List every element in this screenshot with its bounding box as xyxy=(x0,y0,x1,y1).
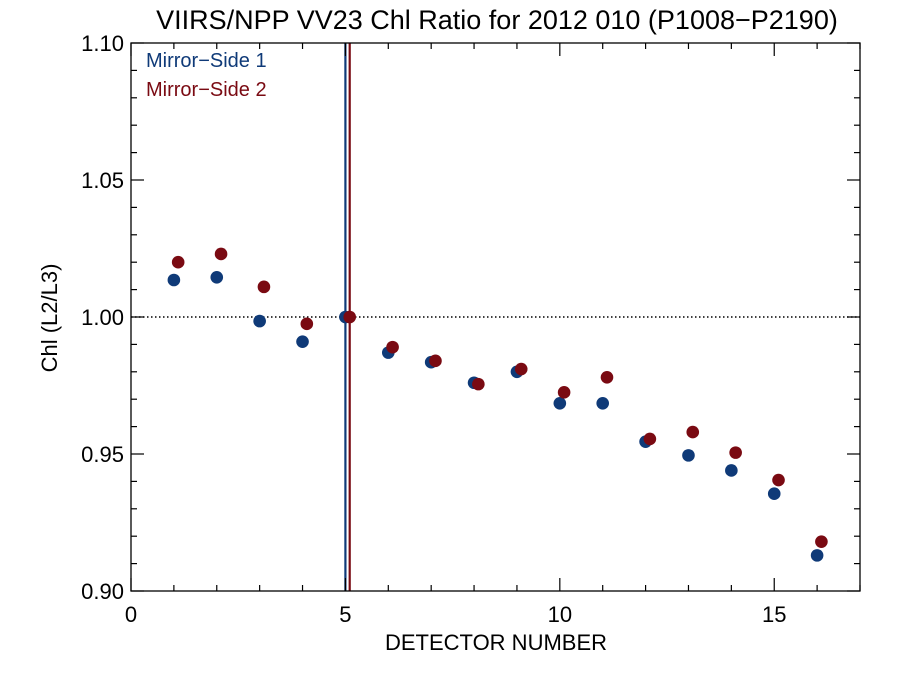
series-2-point xyxy=(429,354,442,368)
y-tick-label: 1.10 xyxy=(81,31,124,56)
series-2-point xyxy=(686,425,700,439)
legend-entry-series-1: Mirror−Side 1 xyxy=(146,50,267,72)
y-tick-label: 0.90 xyxy=(81,579,124,604)
y-tick-label: 0.95 xyxy=(81,442,124,467)
series-2-point xyxy=(729,446,742,459)
series-2-point xyxy=(514,362,528,376)
series-2-point xyxy=(257,280,271,294)
y-axis-title: Chl (L2/L3) xyxy=(37,264,62,373)
series-2-point xyxy=(557,386,571,399)
series-1-point xyxy=(767,487,781,501)
series-2-point xyxy=(472,377,485,391)
x-tick-label: 0 xyxy=(125,602,137,627)
plot-area xyxy=(131,43,860,591)
series-2-point xyxy=(772,473,785,487)
chart-title: VIIRS/NPP VV23 Chl Ratio for 2012 010 (P… xyxy=(156,5,838,35)
series-2-point xyxy=(171,255,185,269)
series-1-point xyxy=(253,314,266,328)
series-2-point xyxy=(815,535,828,548)
legend-entry-series-2: Mirror−Side 2 xyxy=(146,79,267,101)
series-2-point xyxy=(214,247,228,261)
x-axis-title: DETECTOR NUMBER xyxy=(385,630,607,655)
series-2-point xyxy=(600,370,614,384)
x-tick-label: 5 xyxy=(339,602,351,627)
series-2-point xyxy=(343,310,357,324)
legend: Mirror−Side 1 Mirror−Side 2 xyxy=(146,50,267,101)
series-1-point xyxy=(167,273,181,287)
series-1-point xyxy=(725,464,738,477)
y-tick-label: 1.00 xyxy=(81,305,124,330)
series-2-point xyxy=(386,340,399,354)
x-tick-label: 15 xyxy=(762,602,786,627)
series-1-point xyxy=(296,335,309,348)
series-1-point xyxy=(596,397,610,410)
y-tick-label: 1.05 xyxy=(81,168,124,193)
series-2-point xyxy=(300,317,314,331)
axes: 0 5 10 15 0.90 0.95 1.00 1.05 1.10 xyxy=(81,31,861,627)
series-1-point xyxy=(810,549,824,562)
x-tick-label: 10 xyxy=(548,602,572,627)
series-2-point xyxy=(643,432,657,446)
series-1-point xyxy=(682,449,695,462)
series-1-point xyxy=(553,397,567,410)
series-1-point xyxy=(210,270,224,284)
